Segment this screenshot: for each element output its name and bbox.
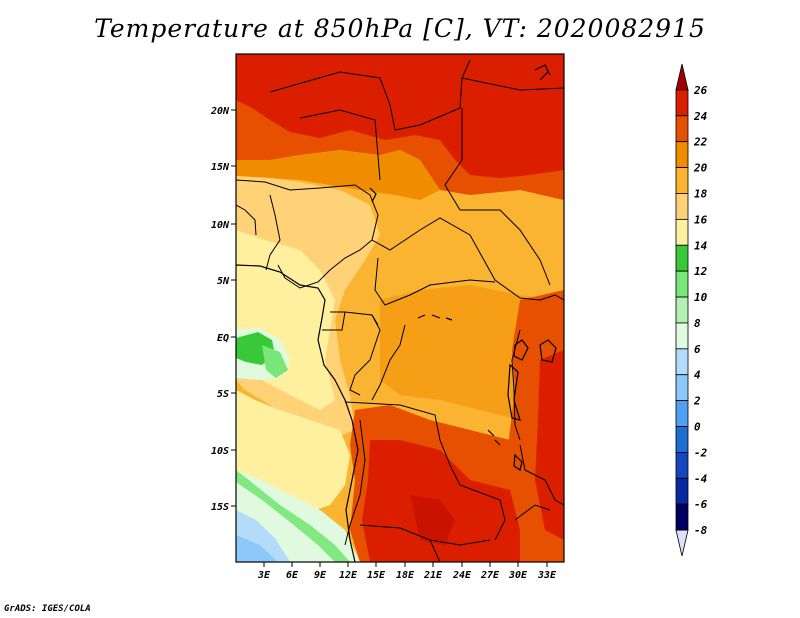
lat-label-15s: 15S [211, 502, 229, 513]
lat-label-15n: 15N [211, 162, 230, 173]
colorbar-label: 16 [694, 213, 708, 226]
colorbar-label: -6 [694, 498, 708, 511]
colorbar-label: 6 [694, 343, 701, 356]
lon-label-33e: 33E [537, 570, 557, 581]
colorbar-label: 14 [694, 239, 708, 252]
lon-label-21e: 21E [423, 570, 443, 581]
map-frame [235, 53, 565, 563]
lat-label-20n: 20N [210, 106, 230, 117]
lat-axis [231, 109, 236, 507]
colorbar-segment [675, 374, 689, 402]
colorbar-segment [675, 426, 689, 453]
colorbar-label: 18 [694, 187, 708, 200]
colorbar-label: 24 [693, 110, 708, 123]
lon-label-15e: 15E [367, 570, 386, 581]
lat-label-5n: 5N [217, 276, 230, 287]
region-south-24 [362, 440, 520, 562]
colorbar-label: 12 [694, 265, 708, 278]
colorbar-label: 4 [694, 369, 701, 382]
colorbar-segment [675, 218, 689, 246]
region-northwest-22 [236, 150, 440, 200]
colorbar-segment [675, 400, 689, 427]
lon-label-18e: 18E [396, 570, 415, 581]
colorbar-label: -4 [694, 472, 708, 485]
lat-label-10n: 10N [211, 220, 230, 231]
map-title: Temperature at 850hPa [C], VT: 202008291… [94, 14, 706, 43]
colorbar-segment [675, 141, 689, 168]
colorbar-label: 2 [693, 395, 701, 408]
coastlines [236, 64, 557, 562]
region-south-26 [410, 495, 455, 545]
colorbar-label: 20 [693, 162, 708, 175]
colorbar-segment [675, 193, 689, 220]
colorbar-label: 10 [694, 291, 708, 304]
lat-label-5s: 5S [217, 389, 229, 400]
lon-label-24e: 24E [452, 570, 472, 581]
region-sw-6b [236, 535, 278, 562]
region-ocean-10 [262, 345, 288, 378]
temperature-field [236, 54, 564, 562]
colorbar-segment [675, 115, 689, 143]
colorbar-label: 0 [694, 421, 701, 434]
region-north-26 [236, 54, 564, 178]
region-east-24 [535, 350, 564, 540]
colorbar-segment [675, 244, 689, 272]
colorbar-segment [675, 270, 689, 298]
colorbar-segment [675, 348, 689, 376]
colorbar-segment [675, 452, 689, 479]
colorbar-segment [675, 63, 689, 91]
colorbar-label: 8 [694, 317, 701, 330]
lon-label-9e: 9E [314, 570, 327, 581]
colorbar-label: 26 [693, 84, 708, 97]
colorbar-label: -2 [694, 446, 708, 459]
lon-label-3e: 3E [257, 570, 271, 581]
lon-label-6e: 6E [286, 570, 299, 581]
colorbar-segment [675, 167, 689, 194]
colorbar-label: 22 [693, 136, 708, 149]
colorbar-label: -8 [694, 524, 708, 537]
colorbar-segment [675, 503, 689, 531]
lon-axis [263, 562, 548, 567]
lat-label-10s: 10S [211, 446, 229, 457]
colorbar-segment [675, 477, 689, 505]
lon-label-30e: 30E [508, 570, 528, 581]
colorbar-segment [675, 296, 689, 324]
country-borders [236, 59, 564, 562]
lat-label-eq: EQ [217, 333, 229, 344]
lon-label-12e: 12E [339, 570, 358, 581]
grads-credit: GrADS: IGES/COLA [4, 604, 91, 614]
colorbar-segment [675, 529, 689, 557]
colorbar-segment [675, 89, 689, 117]
lon-label-27e: 27E [480, 570, 500, 581]
colorbar-segment [675, 322, 689, 350]
